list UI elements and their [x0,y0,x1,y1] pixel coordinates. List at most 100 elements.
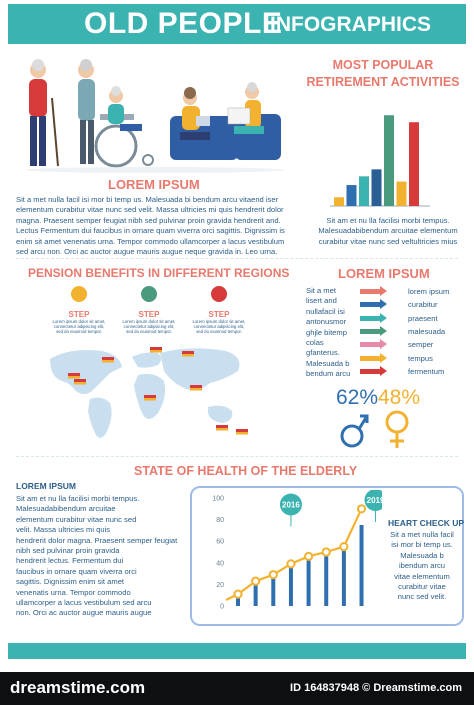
heart-check-line: curabitur vitae [398,582,446,592]
health-line: ullamcorper a lacus vestibulum sed arcu [16,598,152,608]
flag-bar-red [236,429,248,432]
health-line: faucibus in ornare quam viverra orci [16,566,137,576]
lorem-line: enim sit amet venenatis urna. Tempor com… [16,236,285,246]
popular-bar [384,115,394,206]
flag-bar-yellow [236,432,248,435]
male-symbol-icon [340,414,369,448]
year-badge [364,490,382,511]
lorem2-line: gfanterus. [306,348,340,358]
elderly-illustration [25,59,285,173]
step-text: sed do eiusmod tempor. [56,329,102,335]
legend-arrowhead-icon [380,299,387,310]
caption-line: curabitur vitae nunc sed veltultricies m… [318,236,458,246]
popular-title-line: MOST POPULAR [332,58,434,72]
flag-bar-yellow [74,382,86,385]
y-tick-label: 40 [216,560,224,567]
legend-row: fermentum [360,365,468,378]
lorem-line: elementum curabitur vitae nunc sed velit… [16,205,284,215]
lorem-line: Sit a met nulla facil isi mor bi temp us… [16,195,279,204]
popular-title-line: RETIREMENT ACTIVITIES [306,75,460,89]
legend-label: tempus [408,353,433,363]
popular-bar-chart [330,115,430,207]
legend-arrow-icon [360,302,380,308]
footer-bar: dreamstime.com ID 164837948 © Dreamstime… [0,672,474,705]
legend-arrow-icon [360,289,380,294]
legend-arrowhead-icon [380,286,387,296]
pension-title: PENSION BENEFITS IN DIFFERENT REGIONS [28,266,290,280]
health-title: STATE OF HEALTH OF THE ELDERLY [134,464,358,478]
flag-bar-red [68,373,80,376]
lorem2-line: antonusmor [306,317,347,327]
lorem2-line: ghjle bitemp [306,327,347,337]
caption-line: Malesuadabibendum arcuitae elementum [318,226,458,236]
female-symbol-icon [385,410,409,448]
pension-step: STEP Lorem ipsum dolor sit amet, connectet… [184,286,254,335]
flag-bar-yellow [144,398,156,401]
female-percent: 48% [378,386,421,409]
divider [16,456,458,457]
legend-row: praesent [360,312,468,325]
health-line: hendrerit dolor magna. Praesent semper f… [16,535,178,545]
flag-bar-yellow [216,428,228,431]
health-line: Malesuadabibendum arcuitae [16,504,116,514]
popular-bar [346,185,357,206]
heart-check-title: HEART CHECK UP [388,518,465,528]
legend-arrowhead-icon [380,325,387,336]
legend-row: lorem ipsum [360,286,468,298]
male-percent: 62% [336,386,379,409]
health-line: sagittis. Dignissim enim sit amet [16,577,125,587]
health-line-point [286,559,296,569]
health-bar [324,550,329,606]
lorem-line: magna. Praesent semper feugiat nibh sed … [16,215,281,225]
health-line-point [233,589,243,599]
flag-bar-red [150,347,162,350]
legend-label: semper [408,340,434,350]
step-dot-icon [71,286,87,302]
step-dot-icon [141,286,157,302]
year-badge-label: 2016 [282,500,300,509]
year-badge [279,493,302,516]
step-text: connectetur adipiscing elit, [123,324,175,330]
lorem2-line: Sit a met [306,286,336,295]
pension-step: STEP Lorem ipsum dolor sit amet, connectet… [114,286,184,335]
legend-arrowhead-icon [380,339,387,350]
step-text: sed do eiusmod tempor. [196,329,242,335]
lorem2-line: bendum arcu [306,369,351,379]
lorem-text-1: Sit a met nulla facil isi mor bi temp us… [16,195,296,257]
legend-label: praesent [408,313,438,323]
flag-bar-red [74,379,86,382]
step-text: connectetur adipiscing elit, [193,324,245,330]
legend-arrow-icon [360,342,380,348]
health-line-point [303,551,314,561]
health-left-title: LOREM IPSUM [16,481,76,491]
health-bar [306,553,311,606]
lorem-line: Lectus Fermentum dui faucibus in ornare … [16,226,285,236]
legend-label: fermentum [408,366,445,376]
lorem-title-2: LOREM IPSUM [338,266,430,281]
y-tick-label: 80 [216,517,224,524]
header-title: OLD PEOPLE [84,7,283,40]
health-line-point [356,504,367,514]
step-text: Lorem ipsum dolor sit amet, [122,319,176,324]
legend-row: semper [360,339,468,351]
step-text: Lorem ipsum dolor sit amet, [52,319,106,324]
health-bar [341,547,346,606]
legend-label: malesuada [408,326,446,336]
lorem2-line: colas [306,338,324,348]
health-line: hendrerit lectus. Fermentum dui [16,556,124,566]
heart-check-line: nunc sed velit. [397,592,447,602]
header-bar: OLD PEOPLE INFOGRAPHICS [8,4,466,44]
legend-arrow-icon [360,328,380,334]
popular-title: MOST POPULAR RETIREMENT ACTIVITIES [300,57,466,91]
health-line: velit. Massa ultricies mi quis [16,525,111,535]
health-line: Sit am et nu lla facilisi morbi tempus. [16,494,140,503]
legend-arrowhead-icon [380,365,387,376]
health-line-point [339,542,349,552]
heart-check-line: Sit a met nulla facil [390,530,454,539]
lorem2-line: Malesuada b [306,358,350,368]
heart-check-line: Malesuada b [400,550,444,560]
health-bar [253,584,258,606]
step-label: STEP [138,310,160,319]
health-line [225,508,363,601]
legend-row: malesuada [360,325,468,338]
